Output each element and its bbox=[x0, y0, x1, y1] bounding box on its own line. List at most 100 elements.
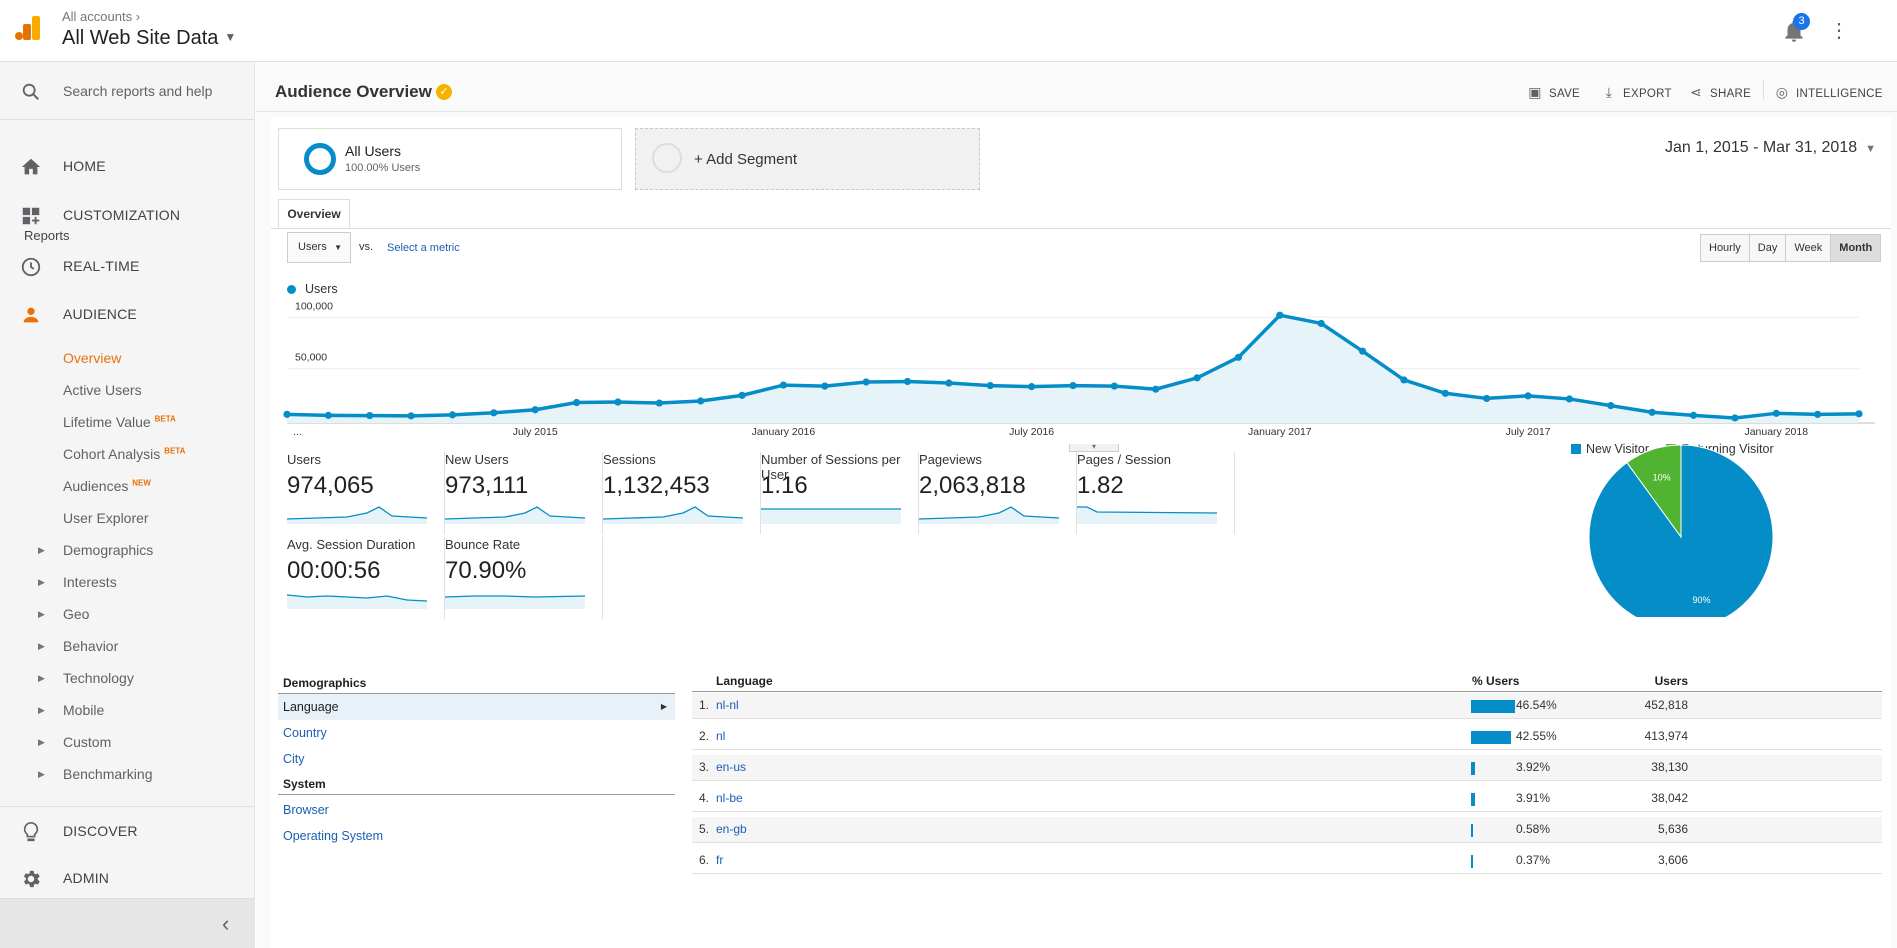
data-point[interactable] bbox=[1441, 389, 1449, 397]
data-point[interactable] bbox=[324, 411, 332, 419]
data-point[interactable] bbox=[490, 409, 498, 417]
data-point[interactable] bbox=[986, 381, 994, 390]
segment-all-users[interactable]: All Users 100.00% Users bbox=[278, 128, 622, 190]
data-point[interactable] bbox=[1276, 311, 1284, 319]
sidebar-subitem-benchmarking[interactable]: Benchmarking bbox=[63, 766, 153, 782]
date-range-picker[interactable]: Jan 1, 2015 - Mar 31, 2018 ▼ bbox=[1665, 139, 1876, 157]
share-button[interactable]: ⋖ SHARE bbox=[1688, 84, 1751, 101]
search-bar[interactable]: Search reports and help bbox=[0, 62, 255, 120]
data-point[interactable] bbox=[1069, 381, 1077, 390]
triangle-right-icon[interactable]: ▶ bbox=[38, 737, 45, 747]
triangle-right-icon[interactable]: ▶ bbox=[38, 641, 45, 651]
add-segment-button[interactable]: + Add Segment bbox=[635, 128, 980, 190]
sidebar-subitem-behavior[interactable]: Behavior bbox=[63, 638, 119, 654]
system-item-browser[interactable]: Browser bbox=[283, 803, 329, 817]
data-point[interactable] bbox=[697, 397, 705, 405]
data-point[interactable] bbox=[572, 398, 581, 407]
scorecard-pageviews[interactable]: Pageviews 2,063,818 bbox=[919, 452, 1077, 534]
sidebar-item-admin[interactable]: ADMIN bbox=[0, 855, 255, 898]
legend-item-new-visitor[interactable]: New Visitor bbox=[1571, 442, 1649, 456]
triangle-right-icon[interactable]: ▶ bbox=[38, 705, 45, 715]
triangle-right-icon[interactable]: ▶ bbox=[38, 609, 45, 619]
collapse-sidebar-button[interactable]: ‹ bbox=[0, 898, 255, 948]
period-week-button[interactable]: Week bbox=[1786, 235, 1832, 261]
tab-overview[interactable]: Overview bbox=[278, 199, 350, 229]
data-point[interactable] bbox=[283, 410, 291, 418]
scorecard-users[interactable]: Users 974,065 bbox=[287, 452, 445, 534]
data-point[interactable] bbox=[738, 391, 746, 399]
data-point[interactable] bbox=[1358, 347, 1367, 355]
chart-collapse-handle[interactable]: ▾ bbox=[1069, 443, 1119, 452]
data-point[interactable] bbox=[655, 399, 663, 407]
data-point[interactable] bbox=[407, 412, 415, 420]
sidebar-item-home[interactable]: HOME bbox=[0, 146, 255, 186]
data-point[interactable] bbox=[1607, 402, 1615, 410]
data-point[interactable] bbox=[1110, 382, 1118, 390]
account-name[interactable]: All Web Site Data bbox=[62, 27, 219, 49]
save-button[interactable]: ▣ SAVE bbox=[1527, 84, 1580, 101]
sidebar-subitem-user-explorer[interactable]: User Explorer bbox=[63, 510, 149, 526]
period-month-button[interactable]: Month bbox=[1831, 235, 1881, 261]
data-point[interactable] bbox=[1814, 410, 1822, 418]
pie-slice-returning-visitor[interactable] bbox=[1626, 444, 1682, 539]
scorecard-sessions[interactable]: Sessions 1,132,453 bbox=[603, 452, 761, 534]
data-point[interactable] bbox=[862, 378, 870, 386]
sidebar-item-discover[interactable]: DISCOVER bbox=[0, 806, 255, 855]
triangle-right-icon[interactable]: ▶ bbox=[38, 673, 45, 683]
data-point[interactable] bbox=[945, 379, 953, 387]
demographics-item-country[interactable]: Country bbox=[283, 726, 327, 740]
data-point[interactable] bbox=[366, 411, 374, 420]
period-hourly-button[interactable]: Hourly bbox=[1701, 235, 1750, 261]
data-point[interactable] bbox=[1772, 409, 1780, 417]
sidebar-subitem-active-users[interactable]: Active Users bbox=[63, 382, 142, 398]
breadcrumb[interactable]: All accounts › bbox=[62, 9, 140, 24]
scorecard-number-of-sessions-per-user[interactable]: Number of Sessions per User 1.16 bbox=[761, 452, 919, 534]
sidebar-subitem-interests[interactable]: Interests bbox=[63, 574, 117, 590]
scorecard-bounce-rate[interactable]: Bounce Rate 70.90% bbox=[445, 537, 603, 619]
legend-label[interactable]: Users bbox=[305, 282, 338, 296]
data-point[interactable] bbox=[1731, 414, 1739, 422]
triangle-right-icon[interactable]: ▶ bbox=[38, 577, 45, 587]
data-point[interactable] bbox=[448, 411, 457, 419]
triangle-right-icon[interactable]: ▶ bbox=[38, 769, 45, 779]
select-metric-link[interactable]: Select a metric bbox=[387, 242, 460, 254]
sidebar-subitem-audiences[interactable]: Audiences NEW bbox=[63, 478, 151, 494]
data-point[interactable] bbox=[1400, 376, 1408, 384]
data-point[interactable] bbox=[1648, 408, 1656, 416]
data-point[interactable] bbox=[1152, 385, 1160, 393]
data-point[interactable] bbox=[1317, 319, 1325, 328]
triangle-right-icon[interactable]: ▶ bbox=[38, 545, 45, 555]
notification-badge[interactable]: 3 bbox=[1793, 13, 1810, 30]
language-link[interactable]: en-gb bbox=[716, 822, 747, 836]
more-vert-icon[interactable]: ⋮ bbox=[1829, 20, 1849, 42]
data-point[interactable] bbox=[1483, 394, 1491, 403]
sidebar-subitem-geo[interactable]: Geo bbox=[63, 606, 90, 622]
search-input[interactable]: Search reports and help bbox=[63, 83, 213, 99]
data-point[interactable] bbox=[1524, 392, 1532, 400]
data-point[interactable] bbox=[1565, 395, 1574, 403]
data-point[interactable] bbox=[903, 377, 912, 386]
data-point[interactable] bbox=[1234, 353, 1243, 361]
breadcrumb-label[interactable]: All accounts bbox=[62, 9, 133, 24]
data-point[interactable] bbox=[531, 406, 539, 414]
analytics-logo-icon[interactable] bbox=[14, 14, 42, 42]
sidebar-item-customization[interactable]: CUSTOMIZATION bbox=[0, 195, 255, 235]
sidebar-subitem-demographics[interactable]: Demographics bbox=[63, 542, 154, 558]
data-point[interactable] bbox=[1689, 411, 1698, 419]
scorecard-pages-session[interactable]: Pages / Session 1.82 bbox=[1077, 452, 1235, 534]
pie-slice-new-visitor[interactable] bbox=[1588, 444, 1774, 617]
sidebar-subitem-cohort-analysis[interactable]: Cohort Analysis BETA bbox=[63, 446, 185, 462]
scorecard-new-users[interactable]: New Users 973,111 bbox=[445, 452, 603, 534]
intelligence-button[interactable]: ◎ INTELLIGENCE bbox=[1774, 84, 1883, 101]
account-selector[interactable]: All Web Site Data ▼ bbox=[62, 27, 236, 50]
data-point[interactable] bbox=[1193, 374, 1201, 382]
sidebar-subitem-mobile[interactable]: Mobile bbox=[63, 702, 105, 718]
language-link[interactable]: nl-be bbox=[716, 791, 743, 805]
sidebar-subitem-custom[interactable]: Custom bbox=[63, 734, 112, 750]
language-link[interactable]: en-us bbox=[716, 760, 747, 774]
demographics-item-language[interactable]: Language ▶ bbox=[278, 694, 675, 720]
sidebar-item-audience[interactable]: AUDIENCE bbox=[0, 294, 255, 334]
users-line-chart[interactable]: 100,000 50,000... July 2015 January 2016 Jul… bbox=[271, 297, 1891, 442]
data-point[interactable] bbox=[821, 382, 829, 390]
data-point[interactable] bbox=[779, 381, 788, 389]
